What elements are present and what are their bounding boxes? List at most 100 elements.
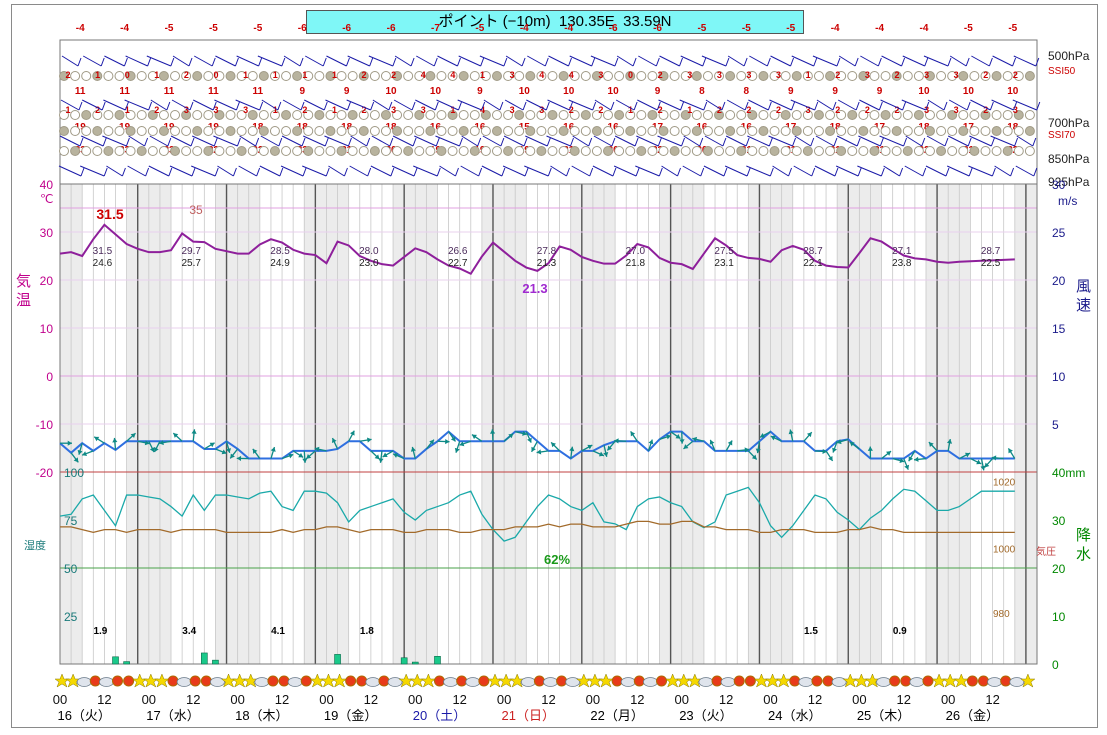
wind-barb [635,165,660,177]
upper-temp: -5 [964,23,973,34]
wind-barb-flag [925,101,930,111]
weather-sun-icon [889,675,901,687]
wind-barb-flag [103,167,108,177]
upper-temp: 21 [741,145,753,156]
temp-max-label: 27.0 [626,246,646,257]
hour-tick-12: 12 [452,692,466,707]
wind-barb-flag [699,137,704,147]
moisture-circle [536,146,547,156]
wind-barb-flag [301,137,306,147]
wind-barb [526,99,547,111]
upper-temp: -5 [253,23,262,34]
wind-barb [503,135,525,147]
moisture-circle [680,71,691,81]
wind-barb [482,135,502,147]
wind-barb-flag [943,101,948,111]
moisture-circle [880,110,891,120]
upper-temp: -4 [920,23,929,34]
ssi-value: 1 [273,105,278,115]
moisture-circle [569,146,580,156]
moisture-circle [547,110,558,120]
upper-temp: -5 [742,23,751,34]
temp-max-label: 27.8 [537,246,557,257]
wind-barb-flag [568,57,572,67]
wind-barb-flag [125,137,130,147]
upper-temp: 22 [918,145,930,156]
moisture-circle [336,71,347,81]
moisture-circle [1002,146,1013,156]
wind-barb [701,55,727,67]
wind-barb [679,99,704,111]
upper-temp: 19 [474,145,486,156]
moisture-circle [469,126,480,136]
weather-sun-icon [1000,675,1012,687]
upper-temp: 18 [830,122,842,133]
moisture-circle [480,110,491,120]
wind-barb [902,55,925,67]
upper-temp: 22 [652,145,664,156]
weather-cloud-icon [698,677,714,687]
moisture-circle [181,126,192,136]
day-label: 16（火） [57,708,110,723]
wind-barb-flag [1036,101,1041,111]
weather-star-icon [409,673,426,688]
wind-barb-flag [325,167,330,177]
ssi-value: 1 [273,70,278,80]
moisture-circle [114,110,125,120]
wind-barb [324,135,349,147]
wind-barb [192,135,215,147]
moisture-circle [558,146,569,156]
temp-max-label: 27.5 [714,246,734,257]
wind-barb [925,165,947,177]
humidity-axis-label: 湿度 [24,538,46,552]
wind-barb [103,99,126,111]
moisture-circle [403,110,414,120]
moisture-circle [913,71,924,81]
wind-barb-flag [458,101,462,111]
wind-barb-flag [610,101,615,111]
ssi-value: 2 [362,70,367,80]
hour-tick-12: 12 [985,692,999,707]
moisture-circle [503,110,514,120]
wind-barb-flag [212,101,217,111]
moisture-circle [403,126,414,136]
wind-barb-flag [170,57,175,67]
moisture-circle [325,110,336,120]
moisture-circle [1024,110,1035,120]
wind-barb-flag [477,137,482,147]
moisture-circle [1024,146,1035,156]
upper-temp: 10 [519,86,531,97]
wind-barb-flag [810,137,815,147]
moisture-circle [769,126,780,136]
wind-barb-flag [746,167,751,177]
precip-tick: 0 [1052,658,1059,672]
wind-arrow-head [836,439,842,445]
moisture-circle [170,71,181,81]
wind-barb [793,165,812,177]
precip-total-label: 1.9 [93,626,107,637]
moisture-circle [736,71,747,81]
wind-barb [104,55,125,67]
wind-barb-flag [991,167,996,177]
wind-barb-flag [189,101,194,111]
wind-barb-flag [499,101,504,111]
wind-barb-flag [856,137,861,147]
wind-barb-flag [657,137,662,147]
wind-arrow-head [569,446,575,452]
moisture-circle [392,146,403,156]
weather-sun-icon [744,675,756,687]
upper-temp: 19 [208,122,220,133]
ssi-value: 0 [628,70,633,80]
moisture-circle [625,110,636,120]
moisture-circle [181,146,192,156]
moisture-circle [114,146,125,156]
weather-sun-icon [711,675,723,687]
wind-barb-flag [903,137,908,147]
temp-tick: 10 [40,322,54,336]
wind-arrow-head [607,445,613,451]
hour-tick-12: 12 [630,692,644,707]
wind-arrow-head [527,437,532,443]
day-label: 23（火） [679,708,732,723]
wind-tick: 30 [1052,178,1066,192]
moisture-circle [825,146,836,156]
